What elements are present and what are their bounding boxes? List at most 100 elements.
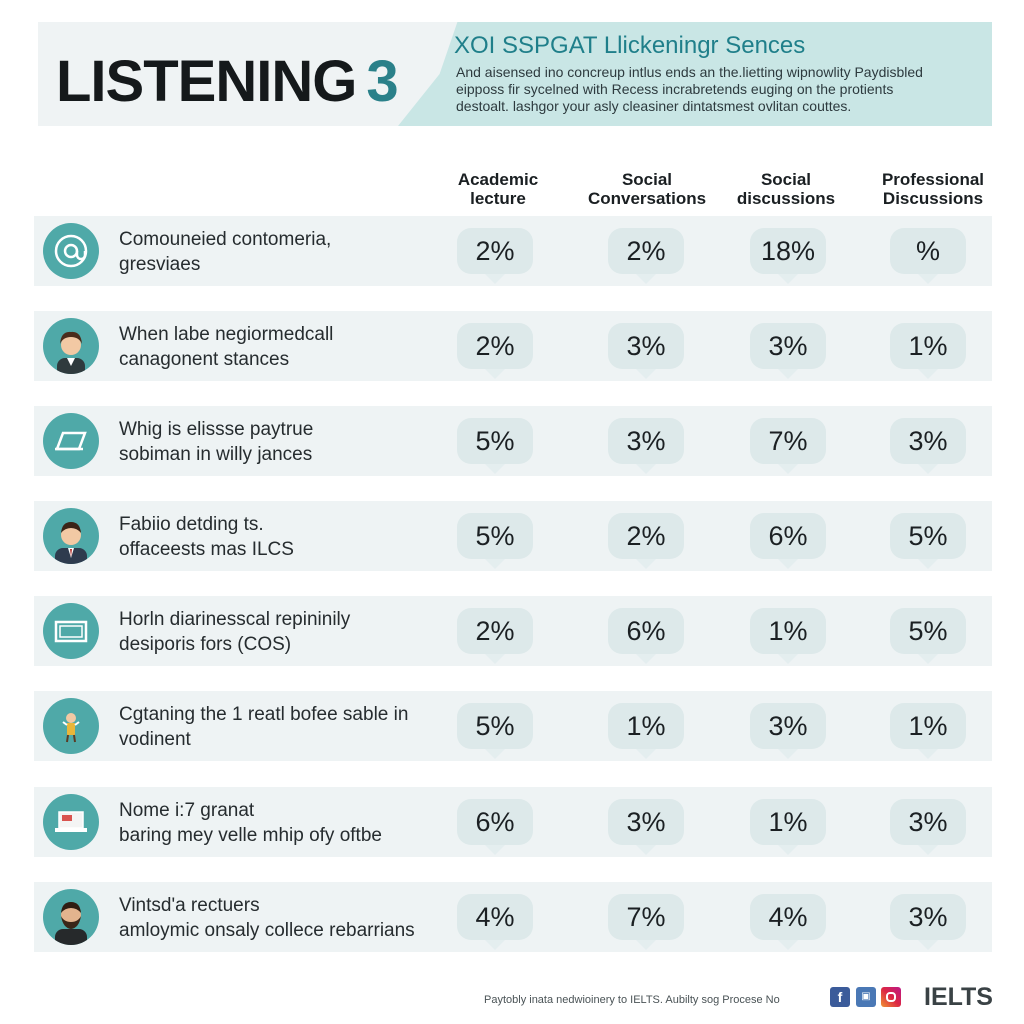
percentage-cell: 6% [608, 608, 684, 664]
column-header-social-conversations: Social Conversations [567, 170, 727, 208]
brand-logo: IELTS [924, 983, 993, 1011]
page-subtitle: XOI SSPGAT Llickeningr Sences [454, 32, 806, 59]
percentage-cell: 6% [457, 799, 533, 855]
percentage-cell: 1% [750, 608, 826, 664]
table-row: When labe negiormedcall canagonent stanc… [34, 311, 992, 381]
row-line: Comouneied contomeria, [119, 229, 332, 250]
table-row: Horln diarinesscal repininily desiporis … [34, 596, 992, 666]
column-header-line: Academic [457, 170, 539, 189]
percentage-cell: 18% [750, 228, 826, 284]
card-icon [43, 603, 99, 659]
row-line: gresviaes [119, 254, 201, 275]
header-right-band [398, 22, 992, 126]
row-description: Nome i:7 granat baring mey velle mhip of… [119, 798, 449, 848]
row-description: Cgtaning the 1 reatl bofee sable in vodi… [119, 702, 449, 752]
page-title: LISTENING 3 [56, 48, 399, 115]
percentage-cell: 3% [608, 799, 684, 855]
row-description: Comouneied contomeria, gresviaes [119, 227, 449, 277]
percentage-cell: 6% [750, 513, 826, 569]
row-description: Horln diarinesscal repininily desiporis … [119, 607, 449, 657]
laptop-icon [43, 794, 99, 850]
row-line: Nome i:7 granat [119, 800, 255, 821]
facebook-icon[interactable]: f [830, 987, 850, 1007]
row-line: amloymic onsaly collece rebarrians [119, 920, 415, 941]
row-description: When labe negiormedcall canagonent stanc… [119, 322, 449, 372]
instagram-icon[interactable] [881, 987, 901, 1007]
figure-icon [43, 698, 99, 754]
person-avatar-icon [43, 318, 99, 374]
table-row: Vintsd'a rectuers amloymic onsaly collec… [34, 882, 992, 952]
businessman-avatar-icon [43, 508, 99, 564]
column-header-line: Discussions [882, 189, 984, 208]
percentage-cell: % [890, 228, 966, 284]
table-row: Comouneied contomeria, gresviaes 2% 2% 1… [34, 216, 992, 286]
row-line: Whig is elissse paytrue [119, 419, 314, 440]
row-description: Vintsd'a rectuers amloymic onsaly collec… [119, 893, 449, 943]
table-row: Whig is elissse paytrue sobiman in willy… [34, 406, 992, 476]
description-line: And aisensed ino concreup intlus ends an… [456, 64, 923, 80]
percentage-cell: 3% [750, 703, 826, 759]
row-line: baring mey velle mhip ofy oftbe [119, 825, 382, 846]
percentage-cell: 4% [457, 894, 533, 950]
percentage-cell: 2% [608, 513, 684, 569]
column-header-line: lecture [470, 189, 526, 208]
percentage-cell: 2% [457, 228, 533, 284]
header-left-panel [38, 22, 458, 126]
row-description: Whig is elissse paytrue sobiman in willy… [119, 417, 449, 467]
column-header-social-discussions: Social discussions [706, 170, 866, 208]
row-description: Fabiio detding ts. offaceests mas ILCS [119, 512, 449, 562]
row-line: canagonent stances [119, 349, 290, 370]
percentage-cell: 5% [457, 703, 533, 759]
percentage-cell: 3% [890, 418, 966, 474]
percentage-cell: 5% [457, 418, 533, 474]
row-line: Vintsd'a rectuers [119, 895, 260, 916]
percentage-cell: 1% [608, 703, 684, 759]
table-row: Cgtaning the 1 reatl bofee sable in vodi… [34, 691, 992, 761]
percentage-cell: 2% [608, 228, 684, 284]
row-line: desiporis fors (COS) [119, 634, 292, 655]
footer-note: Paytobly inata nedwioinery to IELTS. Aub… [484, 994, 780, 1006]
row-line: Horln diarinesscal repininily [119, 609, 351, 630]
column-header-academic-lecture: Academic lecture [418, 170, 578, 208]
column-header-line: Professional [881, 170, 985, 189]
table-row: Nome i:7 granat baring mey velle mhip of… [34, 787, 992, 857]
at-sign-icon [43, 223, 99, 279]
percentage-cell: 7% [750, 418, 826, 474]
document-icon [43, 413, 99, 469]
percentage-cell: 3% [750, 323, 826, 379]
column-header-line: discussions [736, 189, 836, 208]
percentage-cell: 3% [890, 894, 966, 950]
percentage-cell: 3% [608, 323, 684, 379]
description-line: eipposs fir sycelned with Recess incrabr… [456, 81, 894, 97]
twitter-icon[interactable]: ▣ [856, 987, 876, 1007]
percentage-cell: 3% [890, 799, 966, 855]
bearded-man-avatar-icon [43, 889, 99, 945]
percentage-cell: 4% [750, 894, 826, 950]
row-line: sobiman in willy jances [119, 444, 313, 465]
row-line: When labe negiormedcall [119, 324, 334, 345]
title-text: LISTENING [56, 49, 357, 114]
percentage-cell: 5% [457, 513, 533, 569]
column-header-line: Social [621, 170, 673, 189]
row-line: offaceests mas ILCS [119, 539, 294, 560]
row-line: Cgtaning the 1 reatl bofee sable in [119, 704, 409, 725]
title-number: 3 [366, 49, 398, 114]
percentage-cell: 2% [457, 608, 533, 664]
column-header-line: Social [760, 170, 812, 189]
description-line: destoalt. lashgor your asly cleasiner di… [456, 98, 852, 114]
percentage-cell: 2% [457, 323, 533, 379]
percentage-cell: 1% [890, 703, 966, 759]
percentage-cell: 1% [890, 323, 966, 379]
column-header-professional-discussions: Professional Discussions [853, 170, 1013, 208]
percentage-cell: 7% [608, 894, 684, 950]
percentage-cell: 5% [890, 513, 966, 569]
header-description: And aisensed ino concreup intlus ends an… [456, 64, 986, 115]
row-line: Fabiio detding ts. [119, 514, 264, 535]
percentage-cell: 5% [890, 608, 966, 664]
row-line: vodinent [119, 729, 191, 750]
column-header-line: Conversations [587, 189, 707, 208]
percentage-cell: 1% [750, 799, 826, 855]
header-banner: LISTENING 3 XOI SSPGAT Llickeningr Sences… [38, 22, 992, 126]
table-row: Fabiio detding ts. offaceests mas ILCS 5… [34, 501, 992, 571]
percentage-cell: 3% [608, 418, 684, 474]
